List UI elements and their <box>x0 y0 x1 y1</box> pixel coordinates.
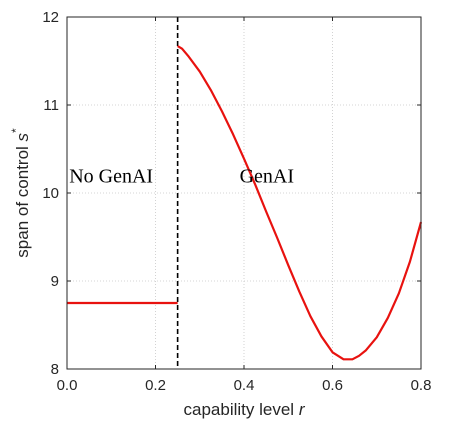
y-tick-label: 8 <box>51 361 59 378</box>
x-axis-label-text: capability level <box>184 400 295 419</box>
no-genai-label: No GenAI <box>69 165 153 187</box>
y-tick-label: 11 <box>43 97 59 114</box>
series-line-2 <box>177 45 423 361</box>
y-tick-label: 9 <box>51 273 59 290</box>
x-axis-label: capability level r <box>184 400 306 419</box>
plot-area <box>67 17 423 369</box>
x-tick-label: 0.6 <box>322 377 343 394</box>
y-axis-label-var: s <box>13 132 32 141</box>
x-tick-label: 0.8 <box>411 377 432 394</box>
y-tick-label: 12 <box>42 9 59 26</box>
y-axis-label-text: span of control <box>13 146 32 258</box>
y-axis-label-sup: * <box>9 128 23 133</box>
x-tick-label: 0.0 <box>57 377 78 394</box>
x-tick-label: 0.2 <box>145 377 166 394</box>
y-axis-label: span of control s* <box>9 128 32 258</box>
genai-label: GenAI <box>240 165 294 187</box>
x-axis-label-var: r <box>299 400 306 419</box>
annotations: No GenAI GenAI <box>69 165 294 187</box>
ticks: 0.0 0.2 0.4 0.6 0.8 8 9 10 11 12 <box>42 9 431 394</box>
grid <box>67 17 421 369</box>
x-tick-label: 0.4 <box>234 377 255 394</box>
y-tick-label: 10 <box>42 185 59 202</box>
